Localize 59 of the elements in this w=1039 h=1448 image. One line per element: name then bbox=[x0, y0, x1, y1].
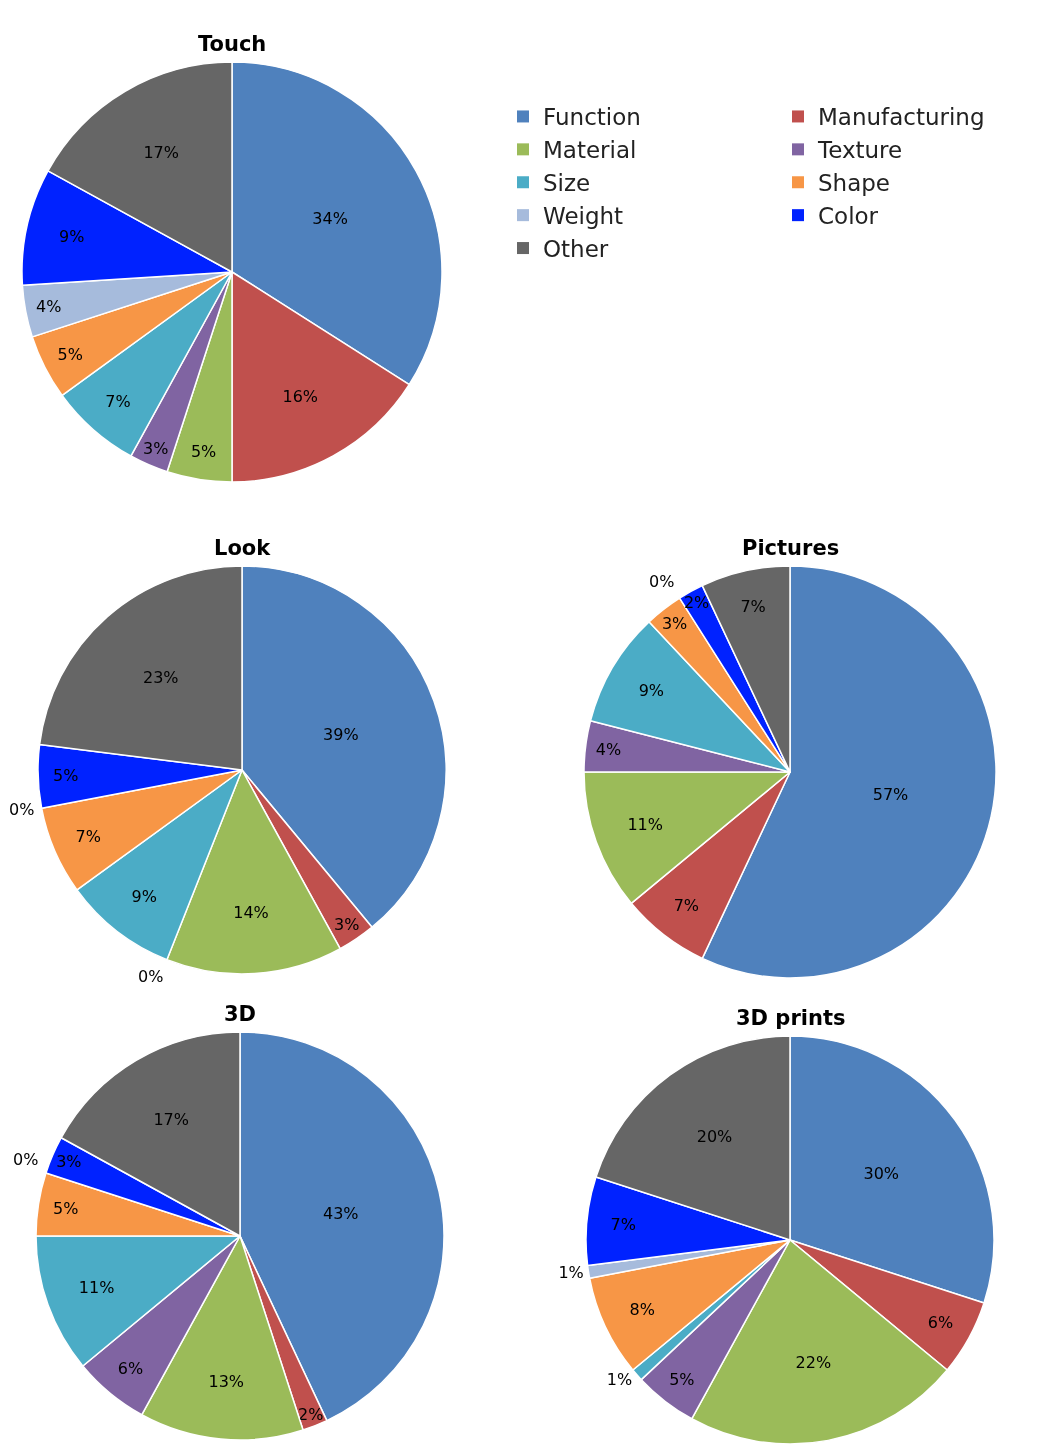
data-label: 14% bbox=[233, 903, 269, 923]
data-label: 7% bbox=[740, 597, 766, 617]
chart-title: Pictures bbox=[742, 536, 840, 560]
data-label: 17% bbox=[153, 1110, 189, 1130]
data-label: 7% bbox=[673, 896, 700, 916]
chart-title: 3D prints bbox=[736, 1006, 846, 1030]
legend-label: Function bbox=[543, 104, 641, 131]
legend-label: Color bbox=[818, 203, 879, 230]
data-label: 43% bbox=[322, 1203, 359, 1223]
data-label: 6% bbox=[927, 1313, 954, 1333]
legend-label: Other bbox=[543, 236, 609, 263]
data-label: 2% bbox=[683, 592, 710, 612]
text: 0% bbox=[138, 967, 164, 986]
data-label: 16% bbox=[282, 386, 319, 406]
data-label: 5% bbox=[669, 1369, 695, 1389]
data-label: 3% bbox=[56, 1152, 82, 1172]
data-label: 3% bbox=[143, 438, 169, 458]
data-label: 8% bbox=[629, 1300, 655, 1320]
data-label: 22% bbox=[795, 1352, 832, 1372]
data-label: 57% bbox=[872, 784, 909, 804]
legend-label: Weight bbox=[543, 203, 624, 230]
data-label: 1% bbox=[558, 1262, 584, 1282]
data-label: 39% bbox=[323, 724, 359, 744]
text: 0% bbox=[13, 1150, 39, 1169]
data-label: 20% bbox=[696, 1126, 733, 1146]
data-label: 9% bbox=[638, 680, 665, 700]
data-label: 9% bbox=[59, 226, 85, 246]
legend-label: Manufacturing bbox=[818, 104, 985, 131]
data-label: 1% bbox=[606, 1369, 633, 1389]
data-label: 3% bbox=[661, 613, 688, 633]
data-label: 9% bbox=[131, 886, 157, 906]
data-label: 7% bbox=[105, 391, 131, 411]
data-label: 17% bbox=[143, 142, 179, 162]
data-label: 7% bbox=[75, 827, 101, 847]
text: 0% bbox=[9, 800, 35, 819]
legend-label: Texture bbox=[817, 137, 903, 164]
data-label: 5% bbox=[52, 766, 79, 786]
chart-title: 3D bbox=[224, 1002, 257, 1026]
data-label: 4% bbox=[36, 297, 62, 317]
data-label: 3% bbox=[334, 914, 360, 934]
legend-label: Material bbox=[543, 137, 637, 164]
data-label: 13% bbox=[208, 1371, 245, 1391]
data-label: 5% bbox=[53, 1198, 79, 1218]
data-label: 30% bbox=[863, 1164, 900, 1184]
data-label: 11% bbox=[627, 814, 663, 834]
data-label: 11% bbox=[78, 1278, 115, 1298]
data-label: 5% bbox=[57, 344, 83, 364]
chart-title: Touch bbox=[198, 32, 267, 56]
data-label: 7% bbox=[610, 1214, 636, 1234]
data-label: 34% bbox=[312, 208, 348, 228]
chart-title: Look bbox=[214, 536, 272, 560]
data-label: 23% bbox=[143, 668, 179, 688]
legend-label: Size bbox=[543, 170, 591, 197]
text: 0% bbox=[649, 572, 675, 591]
data-label: 5% bbox=[190, 441, 217, 461]
data-label: 6% bbox=[117, 1358, 144, 1378]
data-label: 4% bbox=[595, 739, 622, 759]
data-label: 2% bbox=[297, 1404, 324, 1424]
legend-label: Shape bbox=[818, 170, 891, 197]
